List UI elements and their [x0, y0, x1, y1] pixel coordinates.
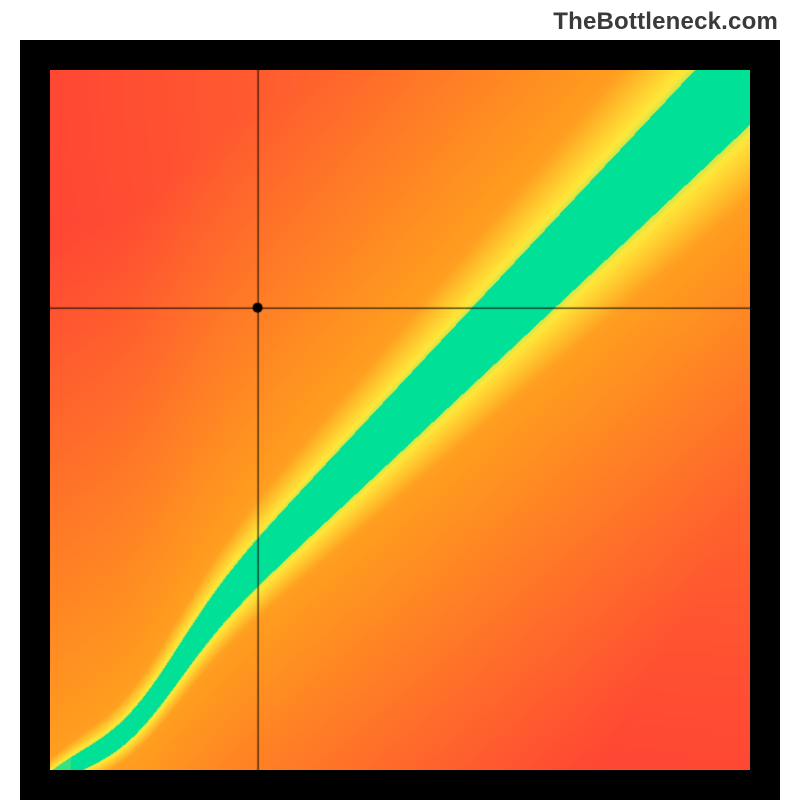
heatmap-canvas	[50, 70, 750, 770]
plot-frame	[20, 40, 780, 800]
watermark-text: TheBottleneck.com	[553, 8, 778, 36]
